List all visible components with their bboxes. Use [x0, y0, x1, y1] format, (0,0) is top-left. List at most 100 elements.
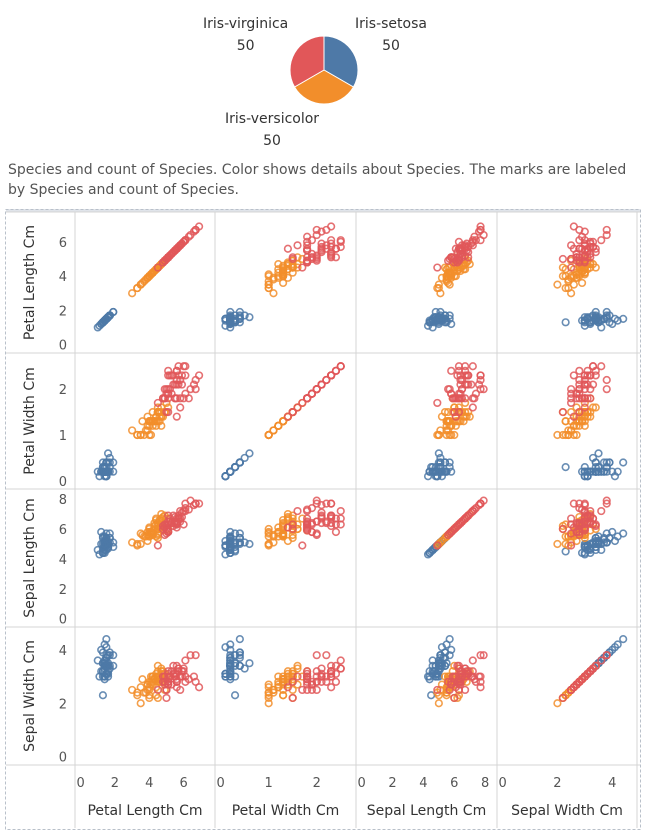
point-iris-virginica[interactable] — [453, 371, 462, 380]
point-iris-versicolor[interactable] — [588, 403, 598, 412]
point-iris-virginica[interactable] — [572, 527, 581, 537]
point-iris-virginica[interactable] — [312, 230, 321, 240]
point-iris-virginica[interactable] — [468, 656, 477, 665]
point-iris-setosa[interactable] — [109, 307, 118, 317]
point-iris-virginica[interactable] — [575, 499, 584, 508]
point-iris-virginica[interactable] — [153, 541, 162, 550]
point-iris-virginica[interactable] — [575, 380, 584, 389]
point-iris-versicolor[interactable] — [553, 280, 562, 289]
point-iris-virginica[interactable] — [461, 664, 470, 673]
point-iris-virginica[interactable] — [179, 394, 188, 403]
point-iris-virginica[interactable] — [575, 236, 584, 245]
point-iris-versicolor[interactable] — [128, 426, 137, 435]
point-iris-virginica[interactable] — [476, 672, 485, 681]
point-iris-virginica[interactable] — [558, 524, 567, 534]
point-iris-virginica[interactable] — [327, 683, 336, 692]
point-iris-versicolor[interactable] — [274, 529, 283, 538]
point-iris-setosa[interactable] — [109, 538, 118, 547]
point-iris-virginica[interactable] — [567, 263, 576, 272]
point-iris-versicolor[interactable] — [577, 417, 587, 426]
point-iris-virginica[interactable] — [597, 656, 606, 665]
point-iris-versicolor[interactable] — [264, 680, 273, 689]
point-iris-virginica[interactable] — [169, 521, 178, 531]
point-iris-virginica[interactable] — [567, 541, 576, 550]
point-iris-setosa[interactable] — [230, 462, 240, 472]
point-iris-virginica[interactable] — [298, 398, 307, 408]
point-iris-setosa[interactable] — [434, 462, 443, 472]
point-iris-virginica[interactable] — [307, 680, 317, 689]
point-iris-setosa[interactable] — [442, 640, 451, 649]
point-iris-setosa[interactable] — [245, 659, 254, 668]
point-iris-virginica[interactable] — [322, 651, 331, 660]
point-iris-virginica[interactable] — [327, 499, 336, 508]
point-iris-virginica[interactable] — [580, 499, 589, 508]
pie-slice-iris-versicolor[interactable] — [293, 69, 355, 105]
point-iris-virginica[interactable] — [461, 371, 470, 380]
point-iris-virginica[interactable] — [476, 683, 485, 692]
point-iris-virginica[interactable] — [433, 398, 442, 408]
point-iris-setosa[interactable] — [235, 307, 244, 317]
point-iris-setosa[interactable] — [100, 664, 109, 673]
point-iris-virginica[interactable] — [164, 253, 173, 262]
point-iris-virginica[interactable] — [317, 677, 326, 687]
point-iris-virginica[interactable] — [317, 244, 326, 253]
point-iris-virginica[interactable] — [453, 661, 462, 670]
point-iris-versicolor[interactable] — [580, 417, 589, 426]
point-iris-virginica[interactable] — [461, 251, 470, 260]
point-iris-virginica[interactable] — [327, 248, 336, 257]
point-iris-setosa[interactable] — [100, 640, 109, 649]
point-iris-virginica[interactable] — [327, 672, 336, 681]
point-iris-virginica[interactable] — [602, 385, 611, 394]
point-iris-virginica[interactable] — [453, 521, 462, 531]
point-iris-versicolor[interactable] — [434, 691, 443, 700]
point-iris-versicolor[interactable] — [264, 693, 273, 703]
point-iris-setosa[interactable] — [100, 667, 109, 676]
point-iris-virginica[interactable] — [336, 656, 345, 665]
point-iris-versicolor[interactable] — [148, 268, 157, 277]
point-iris-versicolor[interactable] — [278, 266, 288, 276]
point-iris-setosa[interactable] — [226, 664, 235, 673]
point-iris-versicolor[interactable] — [436, 685, 445, 695]
point-iris-versicolor[interactable] — [133, 691, 142, 700]
point-iris-setosa[interactable] — [594, 539, 603, 549]
point-iris-virginica[interactable] — [583, 394, 592, 403]
point-iris-virginica[interactable] — [588, 514, 598, 523]
point-iris-setosa[interactable] — [235, 538, 244, 547]
point-iris-setosa[interactable] — [586, 316, 595, 325]
point-iris-virginica[interactable] — [288, 693, 297, 703]
point-iris-virginica[interactable] — [174, 362, 183, 371]
point-iris-virginica[interactable] — [303, 253, 312, 262]
point-iris-versicolor[interactable] — [128, 289, 137, 298]
point-iris-versicolor[interactable] — [146, 270, 156, 279]
point-iris-virginica[interactable] — [591, 521, 600, 531]
point-iris-virginica[interactable] — [471, 236, 481, 245]
point-iris-virginica[interactable] — [164, 526, 173, 535]
point-iris-versicolor[interactable] — [278, 691, 288, 700]
point-iris-virginica[interactable] — [476, 385, 485, 394]
point-iris-setosa[interactable] — [425, 667, 434, 676]
point-iris-setosa[interactable] — [226, 539, 235, 549]
point-iris-setosa[interactable] — [561, 318, 570, 327]
point-iris-setosa[interactable] — [423, 472, 433, 481]
point-iris-setosa[interactable] — [102, 314, 111, 323]
point-iris-virginica[interactable] — [322, 499, 331, 508]
point-iris-setosa[interactable] — [586, 467, 595, 476]
point-iris-virginica[interactable] — [327, 236, 336, 245]
point-iris-virginica[interactable] — [186, 230, 195, 240]
point-iris-virginica[interactable] — [307, 236, 317, 245]
point-iris-versicolor[interactable] — [278, 677, 288, 687]
point-iris-virginica[interactable] — [575, 375, 584, 385]
point-iris-virginica[interactable] — [448, 253, 457, 262]
point-iris-virginica[interactable] — [602, 375, 611, 385]
point-iris-virginica[interactable] — [462, 512, 471, 522]
point-iris-virginica[interactable] — [567, 398, 576, 408]
point-iris-setosa[interactable] — [226, 672, 235, 681]
point-iris-versicolor[interactable] — [283, 515, 293, 525]
point-iris-virginica[interactable] — [312, 651, 321, 660]
point-iris-versicolor[interactable] — [283, 512, 293, 522]
point-iris-virginica[interactable] — [336, 242, 345, 252]
point-iris-versicolor[interactable] — [164, 403, 173, 412]
point-iris-virginica[interactable] — [303, 241, 312, 250]
point-iris-virginica[interactable] — [567, 520, 576, 529]
point-iris-virginica[interactable] — [572, 680, 581, 689]
